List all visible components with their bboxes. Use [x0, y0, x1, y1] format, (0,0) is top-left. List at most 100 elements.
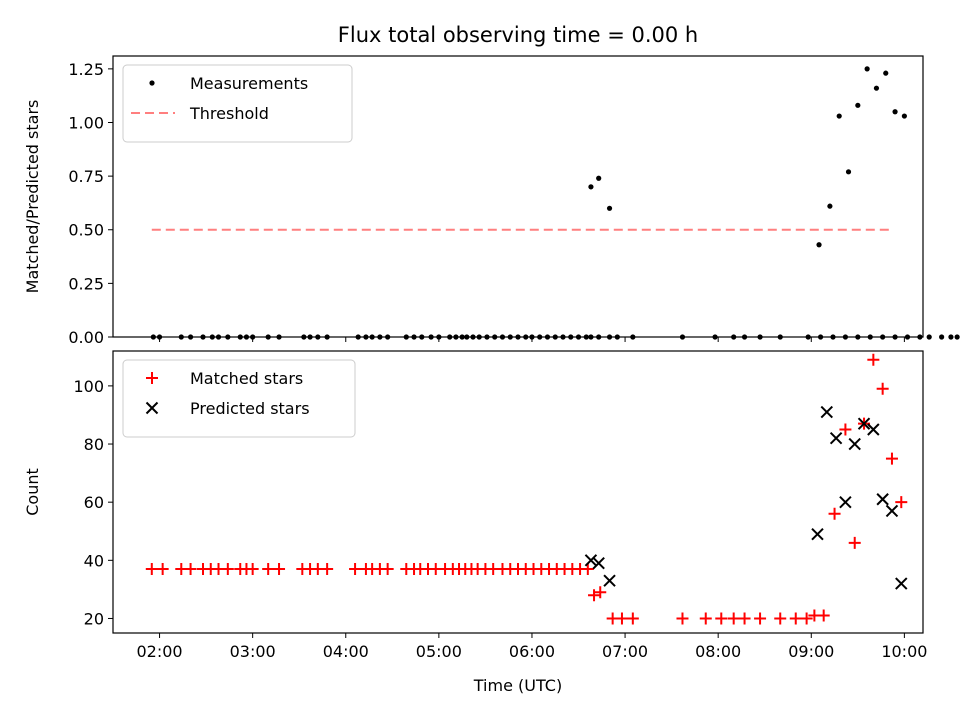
matched-point [273, 563, 286, 576]
predicted-point [820, 405, 834, 419]
y-axis-label: Matched/Predicted stars [23, 100, 42, 294]
matched-point [676, 612, 689, 625]
matched-point [895, 496, 908, 509]
matched-point [588, 589, 601, 602]
chart-title: Flux total observing time = 0.00 h [338, 23, 698, 47]
measurement-point [855, 102, 861, 108]
legend-box [122, 359, 356, 438]
matched-point [817, 609, 830, 622]
matched-point [727, 612, 740, 625]
legend-label: Matched stars [190, 369, 303, 388]
measurement-point [939, 334, 945, 340]
measurement-point [948, 334, 954, 340]
y-axis-label: Count [23, 468, 42, 516]
measurement-point [883, 70, 889, 76]
y-tick-label: 60 [84, 493, 104, 512]
predicted-point [876, 493, 889, 506]
y-tick-label: 0.00 [68, 328, 104, 347]
matched-point [789, 612, 802, 625]
matched-point [615, 612, 628, 625]
matched-point [581, 563, 594, 576]
predicted-point [848, 437, 861, 451]
matched-point [839, 423, 852, 436]
x-tick-label: 10:00 [881, 642, 927, 661]
axes-frame [112, 55, 924, 338]
y-tick-label: 1.25 [68, 60, 104, 79]
measurement-point [892, 109, 898, 115]
measurement-point [954, 334, 960, 340]
x-tick-label: 06:00 [509, 642, 555, 661]
predicted-point [867, 423, 880, 436]
matched-point [800, 612, 813, 625]
matched-point [885, 452, 898, 465]
count-panel: 02:00 03:00 04:00 05:00 06:00 07:00 08:00 09:00… [23, 350, 927, 695]
matched-point [738, 612, 751, 625]
measurement-point [596, 175, 602, 181]
predicted-point [829, 432, 843, 445]
legend-label: Measurements [190, 74, 308, 93]
matched-point [321, 563, 334, 576]
series-predicted-stars [584, 405, 908, 590]
x-tick-label: 05:00 [416, 642, 462, 661]
ratio-panel: 0.00 0.25 0.50 0.75 1.00 1.25 Matched/Predicte… [23, 55, 960, 347]
legend-measurement-swatch [149, 80, 155, 86]
matched-point [221, 563, 234, 576]
y-tick-label: 20 [84, 609, 104, 628]
predicted-point [895, 577, 908, 590]
legend-matched-swatch [146, 372, 158, 384]
x-tick-label: 04:00 [323, 642, 369, 661]
matched-point [828, 507, 841, 520]
matched-point [262, 563, 275, 576]
matched-point [381, 563, 394, 576]
matched-point [349, 563, 362, 576]
matched-point [699, 612, 712, 625]
x-tick-label: 03:00 [230, 642, 276, 661]
measurement-point [836, 113, 842, 119]
matched-point [156, 563, 169, 576]
matched-point [184, 563, 197, 576]
predicted-point [592, 557, 605, 570]
predicted-point [839, 495, 852, 509]
y-tick-label: 80 [84, 435, 104, 454]
predicted-point [857, 417, 871, 430]
x-tick-label: 07:00 [602, 642, 648, 661]
legend-label: Predicted stars [190, 399, 310, 418]
matched-point [848, 536, 861, 549]
measurement-point [926, 334, 932, 340]
matched-point [246, 563, 259, 576]
x-tick-label: 08:00 [695, 642, 741, 661]
measurement-point [588, 184, 594, 190]
legend: Matched stars Predicted stars [122, 359, 356, 438]
x-tick-label: 09:00 [788, 642, 834, 661]
y-tick-label: 100 [73, 377, 104, 396]
x-axis-label: Time (UTC) [473, 676, 562, 695]
legend-predicted-swatch [145, 401, 159, 415]
y-tick-label: 40 [84, 551, 104, 570]
matched-point [715, 612, 728, 625]
legend-box [122, 64, 353, 143]
predicted-point [885, 504, 899, 518]
y-tick-label: 0.75 [68, 167, 104, 186]
measurement-point [827, 203, 833, 209]
series-measurements [588, 66, 907, 248]
measurement-point [606, 205, 613, 211]
legend: Measurements Threshold [122, 64, 353, 143]
y-tick-label: 1.00 [68, 113, 104, 132]
series-matched-stars [145, 353, 908, 625]
predicted-point [584, 554, 598, 567]
measurement-point [864, 66, 870, 72]
predicted-point [603, 574, 616, 587]
measurement-point [901, 113, 907, 119]
y-tick-label: 0.50 [68, 221, 104, 240]
axes-frame [112, 350, 924, 634]
measurement-point [845, 169, 852, 175]
predicted-point [811, 527, 824, 541]
matched-point [876, 382, 889, 395]
y-tick-label: 0.25 [68, 274, 104, 293]
matched-point [145, 563, 158, 576]
x-tick-label: 02:00 [136, 642, 182, 661]
matched-point [626, 612, 639, 625]
matched-point [867, 353, 880, 366]
legend-label: Threshold [189, 104, 269, 123]
